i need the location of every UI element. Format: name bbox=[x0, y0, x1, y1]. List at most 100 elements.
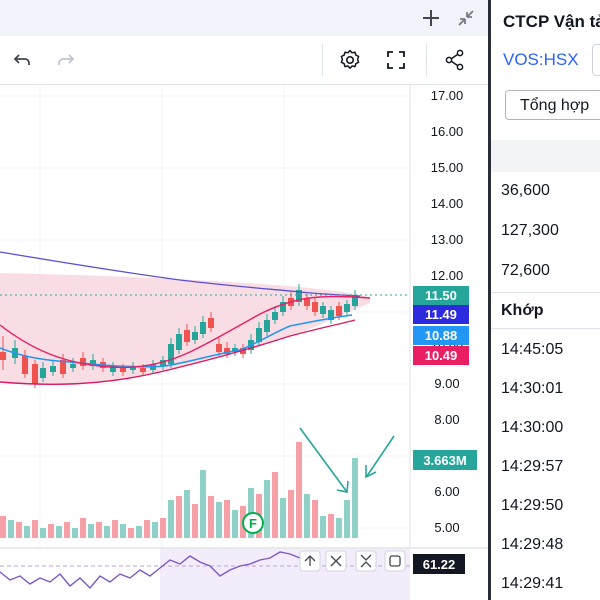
pane-controls bbox=[299, 550, 406, 572]
volume-bar bbox=[336, 518, 342, 538]
undo-button[interactable] bbox=[8, 46, 36, 74]
price-tick-label: 9.00 bbox=[434, 376, 459, 391]
candle bbox=[296, 284, 302, 306]
candle bbox=[130, 362, 136, 374]
panel-splitter[interactable] bbox=[488, 0, 491, 600]
ticker-action-box[interactable] bbox=[592, 44, 600, 76]
maximize-icon bbox=[389, 555, 401, 567]
candle bbox=[328, 306, 334, 324]
volume-bar bbox=[328, 514, 334, 538]
volume-bar bbox=[8, 520, 14, 538]
volume-label-text: 3.663M bbox=[423, 453, 466, 468]
panel-divider bbox=[491, 328, 600, 329]
volume-bar bbox=[152, 522, 158, 538]
volume-bar bbox=[304, 494, 310, 538]
candle bbox=[200, 316, 206, 338]
settings-button[interactable] bbox=[335, 45, 365, 75]
candle bbox=[208, 312, 214, 332]
price-chart[interactable]: 17.0016.0015.0014.0013.0012.0011.0010.00… bbox=[0, 85, 488, 600]
chart-top-bar bbox=[0, 0, 488, 36]
volume-bar bbox=[160, 518, 166, 538]
trade-time: 14:30:00 bbox=[501, 419, 564, 436]
volume-bar bbox=[288, 490, 294, 538]
volume-bar bbox=[344, 500, 350, 538]
candle bbox=[312, 298, 318, 316]
candle bbox=[110, 362, 116, 376]
candle bbox=[0, 336, 6, 370]
price-label-last-text: 11.50 bbox=[425, 288, 457, 303]
pane-maximize-button[interactable] bbox=[384, 550, 406, 572]
volume-bar bbox=[72, 528, 78, 538]
price-label-ma1-text: 11.49 bbox=[425, 307, 457, 322]
stat-value-3: 72,600 bbox=[501, 262, 550, 279]
volume-bar bbox=[352, 458, 358, 538]
trade-time: 14:30:01 bbox=[501, 380, 564, 397]
candle bbox=[264, 314, 270, 336]
price-tick-label: 5.00 bbox=[434, 520, 459, 535]
price-tick-label: 17.00 bbox=[431, 88, 464, 103]
volume-bar bbox=[24, 526, 30, 538]
settings-icon bbox=[340, 49, 360, 70]
price-label-ma1: 11.49 bbox=[413, 305, 469, 324]
ma-pink-line bbox=[0, 295, 371, 369]
panel-scrollbar[interactable] bbox=[588, 124, 600, 600]
price-tick-label: 6.00 bbox=[434, 484, 459, 499]
price-tick-label: 14.00 bbox=[431, 196, 464, 211]
volume-bar bbox=[32, 520, 38, 538]
trade-time: 14:45:05 bbox=[501, 341, 564, 358]
volume-bar bbox=[232, 510, 238, 538]
volume-bar bbox=[16, 522, 22, 538]
volume-bar bbox=[168, 500, 174, 538]
candle bbox=[192, 326, 198, 344]
volume-bar bbox=[320, 516, 326, 538]
volume-bar bbox=[208, 496, 214, 538]
candle bbox=[344, 300, 350, 316]
price-label-ma3: 10.49 bbox=[413, 346, 469, 365]
chart-toolbar bbox=[0, 36, 488, 85]
candle bbox=[184, 324, 190, 346]
candle bbox=[280, 296, 286, 316]
close-icon bbox=[330, 555, 342, 567]
fullscreen-icon bbox=[387, 51, 405, 69]
share-button[interactable] bbox=[440, 45, 470, 75]
volume-bar bbox=[312, 500, 318, 538]
toolbar-divider bbox=[322, 44, 323, 76]
volume-bar bbox=[184, 490, 190, 538]
volume-bar bbox=[176, 496, 182, 538]
indicator-line bbox=[0, 551, 311, 590]
redo-button[interactable] bbox=[52, 46, 80, 74]
price-label-ma2: 10.88 bbox=[413, 326, 469, 345]
pane-collapse-button[interactable] bbox=[355, 550, 377, 572]
volume-bar bbox=[0, 516, 6, 538]
event-marker-text: F bbox=[249, 516, 257, 531]
volume-bar bbox=[112, 520, 118, 538]
candle bbox=[232, 344, 238, 356]
volume-bar bbox=[216, 502, 222, 538]
volume-label: 3.663M bbox=[413, 450, 477, 470]
event-marker[interactable]: F bbox=[242, 512, 264, 534]
trade-time: 14:29:50 bbox=[501, 497, 564, 514]
volume-bar bbox=[296, 442, 302, 538]
tab-summary[interactable]: Tổng hợp bbox=[505, 90, 600, 120]
collapse-panel-button[interactable] bbox=[454, 6, 478, 30]
ticker-link[interactable]: VOS:HSX bbox=[503, 50, 579, 69]
indicator-pane[interactable]: 61.22 bbox=[0, 547, 488, 600]
plus-icon bbox=[423, 10, 439, 26]
volume-bar bbox=[224, 500, 230, 538]
price-tick-label: 13.00 bbox=[431, 232, 464, 247]
undo-icon bbox=[13, 54, 30, 65]
volume-bar bbox=[192, 504, 198, 538]
price-label-last: 11.50 bbox=[413, 286, 469, 305]
candle bbox=[50, 360, 56, 376]
candle bbox=[90, 354, 96, 370]
candle bbox=[352, 290, 358, 310]
price-tick-label: 12.00 bbox=[431, 268, 464, 283]
volume-bar bbox=[136, 526, 142, 538]
volume-bar bbox=[200, 470, 206, 538]
candle bbox=[272, 306, 278, 324]
trade-time: 14:29:57 bbox=[501, 458, 564, 475]
add-chart-button[interactable] bbox=[419, 6, 443, 30]
fullscreen-button[interactable] bbox=[381, 45, 411, 75]
stat-value-1: 36,600 bbox=[501, 182, 550, 199]
candle bbox=[40, 362, 46, 382]
